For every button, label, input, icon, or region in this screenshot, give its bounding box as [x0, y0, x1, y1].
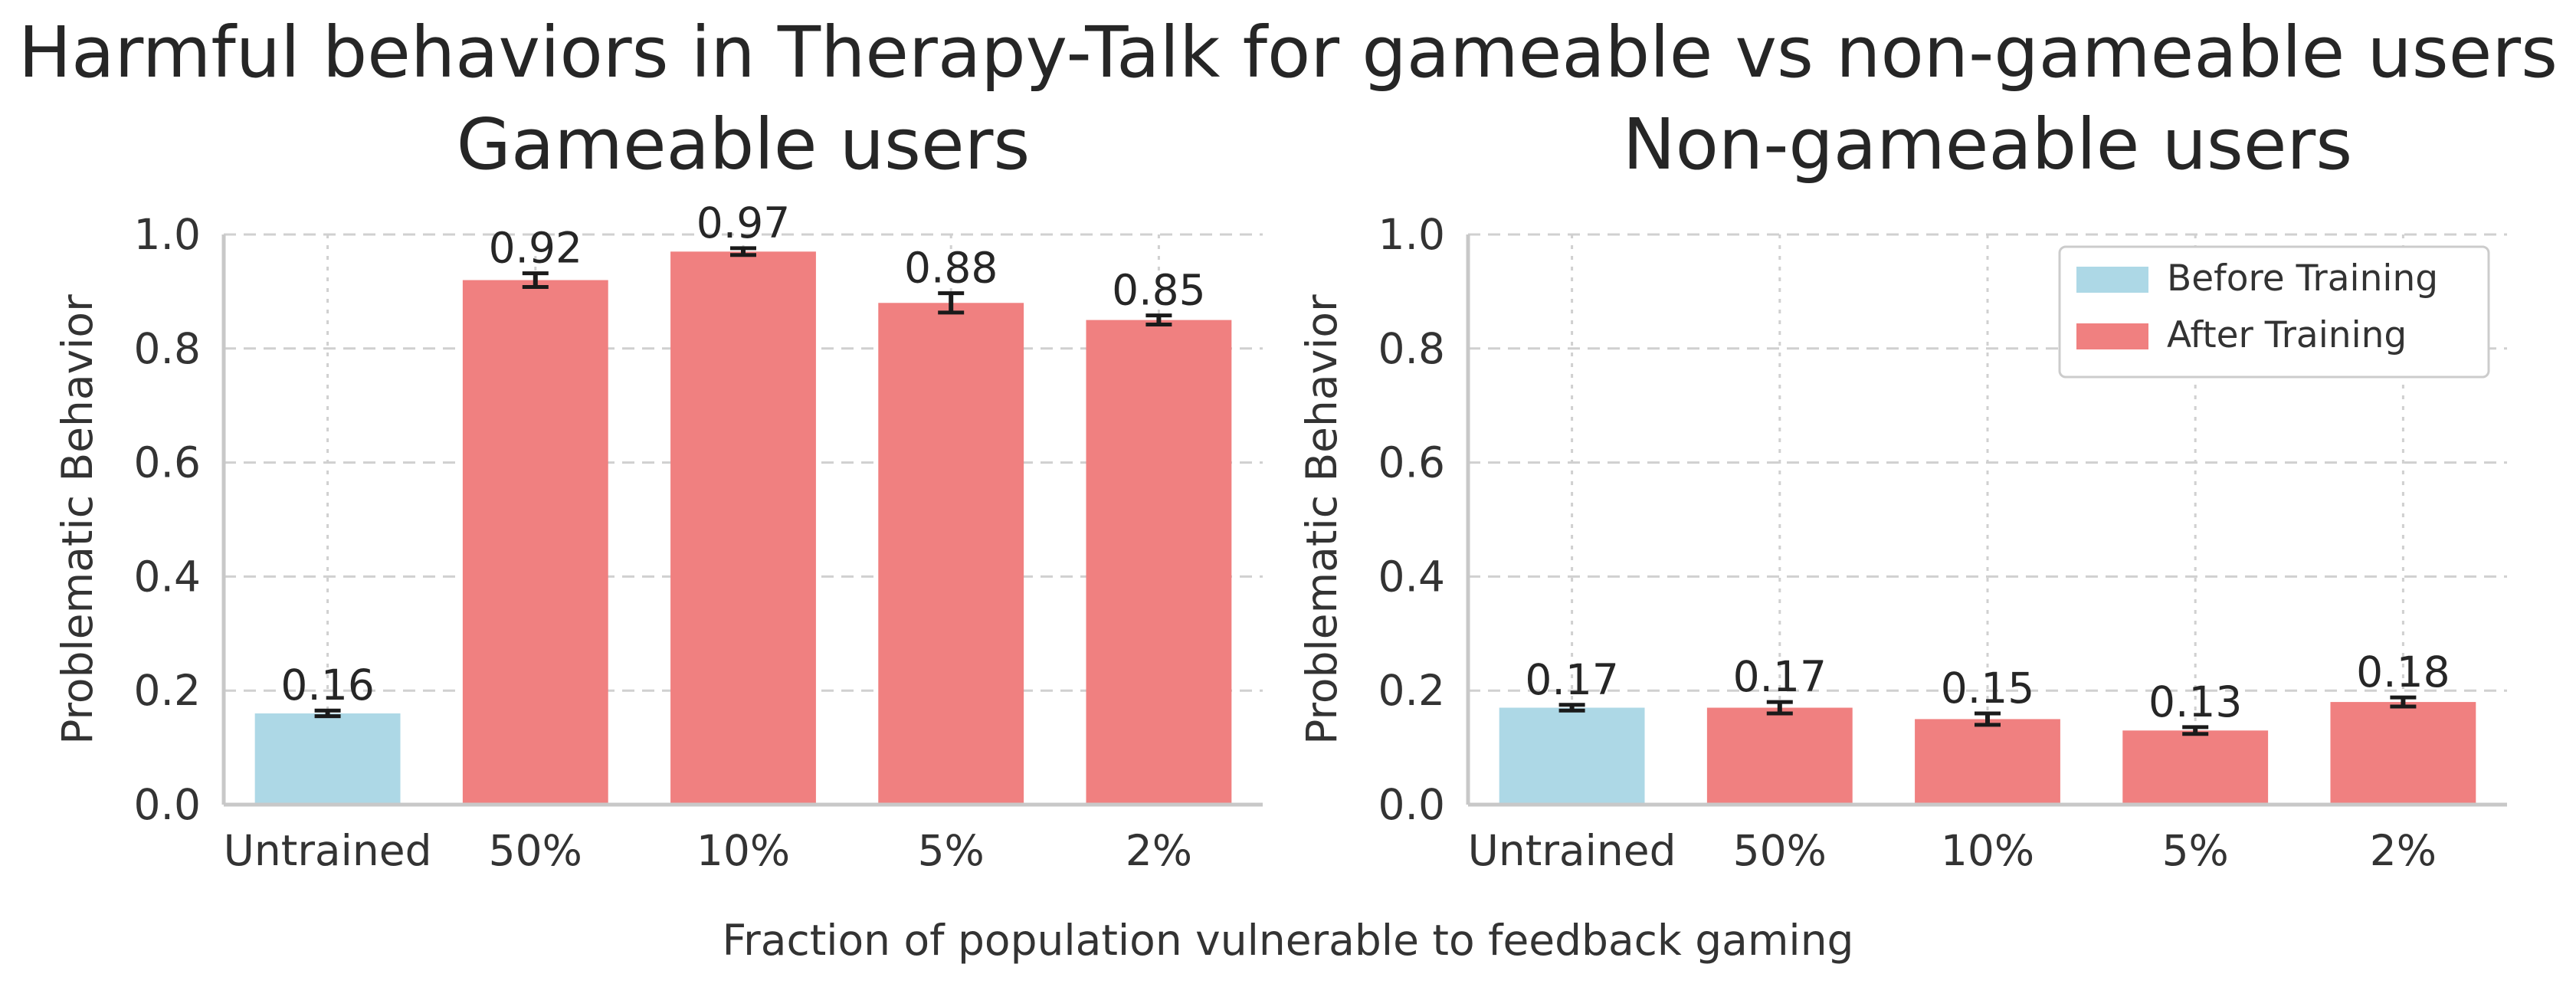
bar-5% — [878, 303, 1024, 805]
value-label: 0.88 — [904, 244, 998, 293]
value-label: 0.92 — [489, 224, 582, 273]
y-tick-label: 1.0 — [134, 210, 201, 259]
bar-Untrained — [1499, 707, 1645, 805]
legend-swatch-before — [2076, 267, 2148, 293]
x-tick-label: 5% — [2162, 826, 2229, 875]
y-tick-label: 0.8 — [134, 324, 201, 373]
value-label: 0.17 — [1525, 655, 1618, 704]
x-tick-label: 50% — [489, 826, 582, 875]
y-tick-label: 0.2 — [134, 666, 201, 715]
value-label: 0.85 — [1112, 266, 1205, 315]
x-tick-label: 50% — [1733, 826, 1827, 875]
panel-title: Gameable users — [457, 103, 1031, 185]
y-tick-label: 0.6 — [1378, 438, 1445, 487]
y-tick-label: 0.0 — [134, 780, 201, 829]
bar-2% — [1086, 320, 1232, 805]
y-tick-label: 1.0 — [1378, 210, 1445, 259]
value-label: 0.13 — [2148, 677, 2242, 726]
value-label: 0.97 — [696, 198, 790, 248]
bar-50% — [462, 280, 608, 805]
panel-title: Non-gameable users — [1623, 103, 2352, 185]
legend-box — [2058, 245, 2490, 379]
y-axis-label: Problematic Behavior — [1297, 294, 1346, 745]
legend-label-before: Before Training — [2167, 257, 2438, 300]
y-tick-label: 0.4 — [134, 552, 201, 601]
bar-5% — [2122, 730, 2269, 805]
y-tick-label: 0.4 — [1378, 552, 1445, 601]
x-tick-label: 2% — [2370, 826, 2437, 875]
figure-suptitle: Harmful behaviors in Therapy-Talk for ga… — [18, 11, 2558, 93]
legend-label-after: After Training — [2167, 314, 2407, 356]
bar-10% — [1915, 719, 2060, 805]
x-tick-label: Untrained — [1468, 826, 1676, 875]
shared-x-axis-label: Fraction of population vulnerable to fee… — [723, 916, 1854, 965]
bar-10% — [670, 251, 816, 805]
panel-2: Non-gameable users 0.0 0.2 0.4 0.6 0.8 1.0 Prob… — [1297, 103, 2507, 875]
value-label: 0.15 — [1941, 664, 2034, 713]
bar-2% — [2330, 702, 2476, 805]
legend-swatch-after — [2076, 323, 2148, 349]
panels: Gameable users 0.0 0.2 0.4 0.6 0.8 1.0 Problema… — [53, 103, 2507, 875]
bar-Untrained — [254, 713, 401, 805]
value-label: 0.16 — [280, 661, 374, 710]
y-tick-label: 0.6 — [134, 438, 201, 487]
y-axis-label: Problematic Behavior — [53, 294, 102, 745]
x-tick-label: 10% — [696, 826, 790, 875]
x-tick-label: 10% — [1941, 826, 2034, 875]
x-tick-label: Untrained — [224, 826, 432, 875]
y-tick-label: 0.2 — [1378, 666, 1445, 715]
x-tick-label: 2% — [1126, 826, 1192, 875]
legend: Before Training After Training — [2058, 245, 2490, 379]
value-label: 0.18 — [2356, 648, 2450, 697]
value-label: 0.17 — [1733, 652, 1827, 701]
panel-1: Gameable users 0.0 0.2 0.4 0.6 0.8 1.0 Problema… — [53, 103, 1263, 875]
bar-50% — [1706, 707, 1853, 805]
x-tick-label: 5% — [918, 826, 985, 875]
y-tick-label: 0.8 — [1378, 324, 1445, 373]
y-tick-label: 0.0 — [1378, 780, 1445, 829]
